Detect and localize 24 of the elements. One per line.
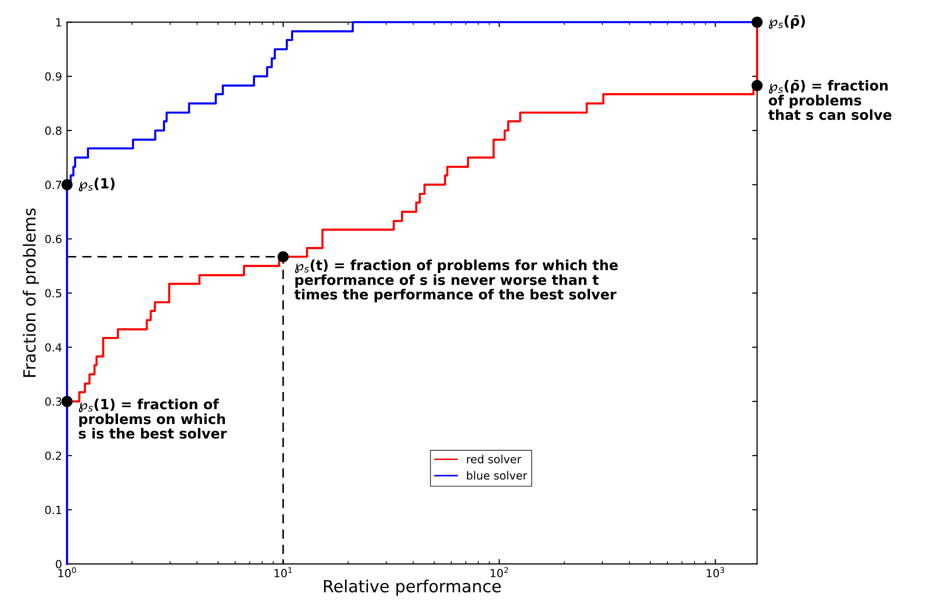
x-tick-label: 10$^{0}$ — [58, 567, 76, 578]
annotation: ℘$_{s}$(1) = fraction of problems on which s is the best solver — [78, 398, 227, 439]
y-tick-label: 0.7 — [45, 180, 62, 190]
y-tick-label: 1 — [56, 18, 62, 26]
x-tick-label: 10$^{2}$ — [490, 567, 508, 578]
y-tick-label: 0.5 — [45, 289, 62, 298]
y-tick-label: 0.4 — [45, 343, 62, 352]
y-tick-label: 0.3 — [45, 397, 62, 406]
y-tick-label: 0.2 — [45, 452, 62, 460]
annotation: ℘$_{s}$(t) = fraction of problems for which the performance of s is never worse than t times the performance of the best solver — [294, 260, 618, 302]
x-axis-title: Relative performance — [324, 580, 501, 596]
x-tick-label: 10$^{1}$ — [274, 567, 292, 578]
y-tick-label: 0.9 — [45, 72, 62, 81]
y-tick-label: 0.6 — [45, 234, 62, 244]
annotation: ℘$_{s}$(ρ̄) — [768, 15, 805, 29]
annotation: ℘$_{s}$(1) — [78, 178, 115, 192]
annotation: ℘$_{s}$(ρ̄) = fraction of problems that s can solve — [768, 80, 892, 120]
legend-label: red solver — [467, 454, 522, 464]
y-axis-title: Fraction of problems — [22, 208, 39, 377]
y-tick-label: 0.8 — [45, 126, 62, 135]
legend-label: blue solver — [467, 471, 528, 480]
y-tick-label: 0 — [56, 560, 62, 568]
x-tick-label: 10$^{3}$ — [706, 567, 724, 578]
y-tick-label: 0.1 — [45, 506, 62, 514]
